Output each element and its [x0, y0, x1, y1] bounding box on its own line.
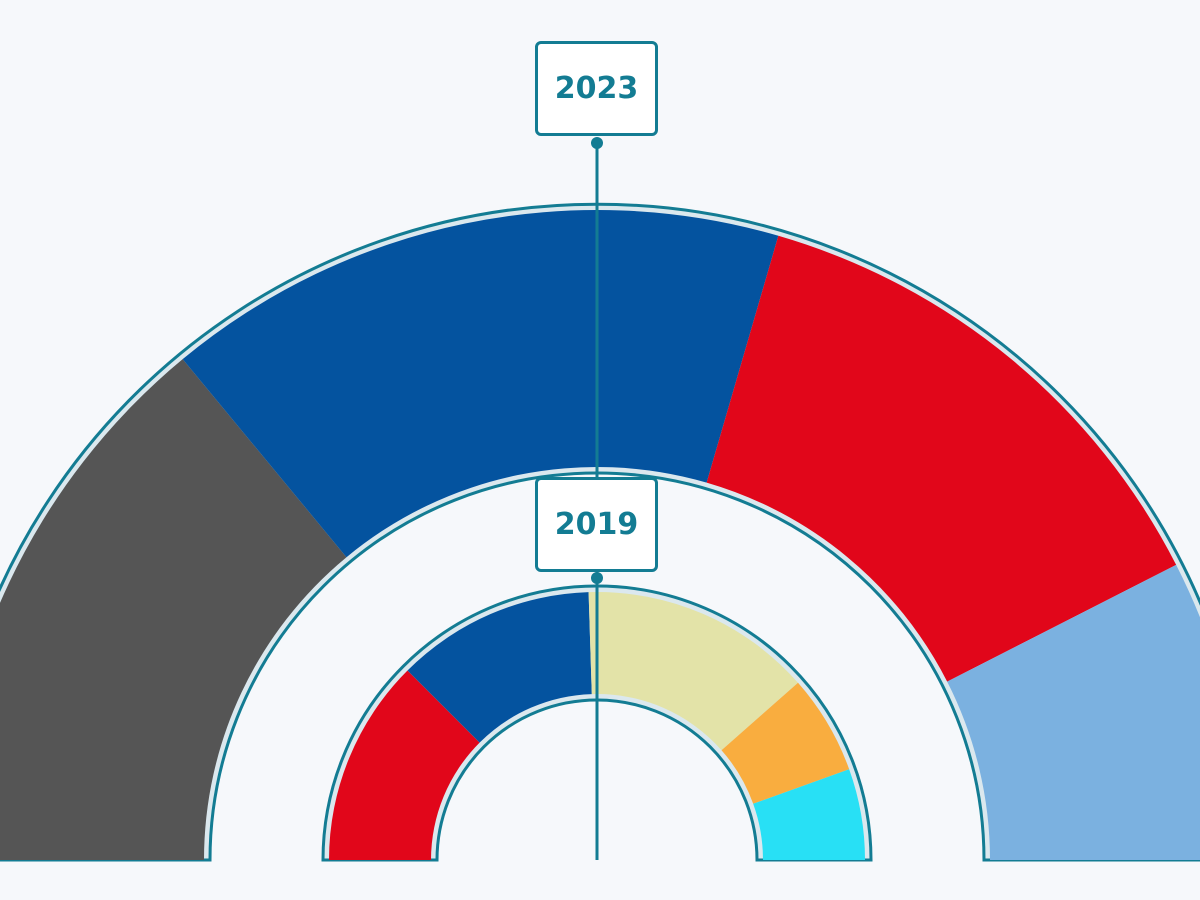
year-label-2023: 2023 [535, 41, 658, 136]
inner-ring-slice-3 [721, 682, 850, 804]
inner-ring-slice-0 [329, 670, 480, 860]
outer-ring-2023 [0, 202, 1200, 862]
inner-ring-slice-1 [407, 592, 592, 743]
outer-ring-slice-2 [706, 235, 1177, 682]
connector-dot-2019 [591, 572, 603, 584]
outer-ring-slice-0 [0, 359, 347, 860]
connector-dot-2023 [591, 137, 603, 149]
inner-ring-slice-2 [588, 592, 799, 751]
inner-ring-slice-4 [753, 769, 865, 860]
inner-ring-2019 [321, 584, 873, 862]
outer-ring-slice-1 [182, 209, 779, 558]
year-label-2019: 2019 [535, 477, 658, 572]
outer-ring-slice-3 [947, 564, 1200, 860]
